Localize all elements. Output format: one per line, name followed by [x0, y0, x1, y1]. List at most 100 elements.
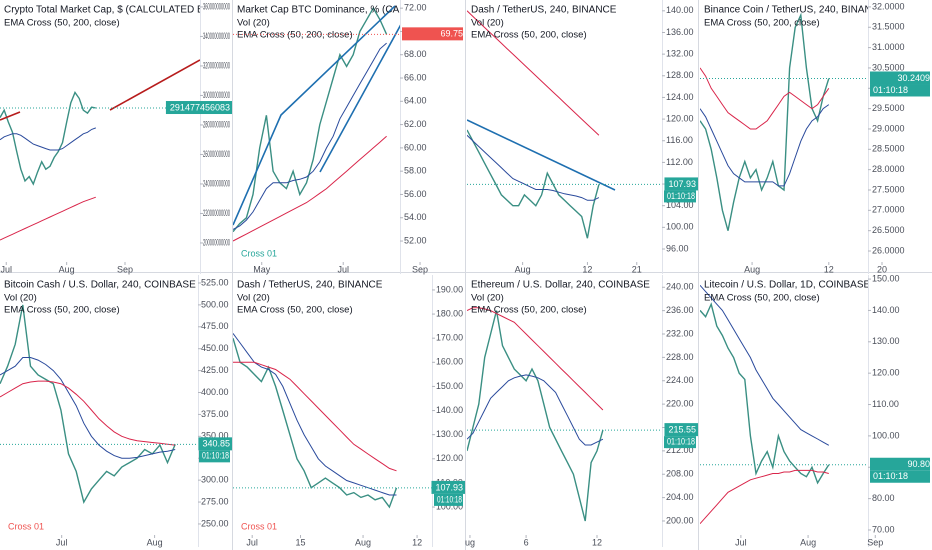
last-price-tag: [870, 71, 930, 85]
y-tick-label: 62.00: [404, 119, 427, 129]
y-tick-label: 375.00: [201, 409, 229, 419]
y-tick-label: 54.00: [404, 212, 427, 222]
y-tick-label: 200000000000: [203, 237, 230, 247]
y-tick-label: 31.5000: [872, 22, 905, 32]
indicator-legend: Vol (20): [237, 18, 270, 29]
x-tick-label: ug: [465, 537, 475, 547]
x-tick-label: Jul: [56, 537, 68, 547]
ema-line: [467, 307, 604, 411]
panel-title: Litecoin / U.S. Dollar, 1D, COINBASE: [704, 280, 871, 291]
ema-line: [700, 67, 830, 130]
countdown-tag: [664, 190, 696, 203]
last-price-label: 215.55: [668, 424, 696, 434]
y-tick-label: 26.5000: [872, 225, 905, 235]
last-price-label: 69.75: [440, 29, 463, 39]
indicator-legend: EMA Cross (50, 200, close): [471, 30, 587, 41]
y-tick-label: 27.5000: [872, 184, 905, 194]
y-tick-label: 170.00: [436, 333, 463, 343]
price-line: [0, 304, 176, 504]
y-tick-label: 120.00: [436, 453, 463, 463]
ema-line: [700, 469, 829, 525]
x-tick-label: Aug: [355, 537, 371, 547]
panel-title: Dash / TetherUS, 240, BINANCE: [237, 280, 383, 291]
x-tick-label: 6: [524, 537, 529, 547]
last-price-label: 107.93: [435, 482, 463, 492]
ema-line: [467, 374, 604, 446]
price-line: [0, 91, 96, 186]
ema-line: [700, 104, 830, 187]
countdown-tag: [870, 84, 930, 97]
last-price-tag: [165, 101, 232, 115]
y-tick-label: 66.00: [404, 72, 427, 82]
y-tick-label: 68.00: [404, 49, 427, 59]
y-tick-label: 500.00: [201, 299, 229, 309]
countdown-label: 01:10:18: [667, 191, 695, 201]
indicator-legend: Vol (20): [4, 293, 37, 304]
ema-line: [0, 380, 176, 446]
y-tick-label: 200.00: [666, 515, 694, 525]
last-price-tag: [198, 437, 232, 451]
y-tick-label: 32.0000: [872, 1, 905, 11]
indicator-legend: EMA Cross (50, 200, close): [237, 30, 353, 41]
y-tick-label: 70.00: [872, 524, 895, 534]
y-tick-label: 204.00: [666, 492, 694, 502]
x-tick-label: 20: [877, 264, 887, 274]
y-tick-label: 300000000000: [203, 90, 230, 100]
ema-line: [233, 361, 397, 472]
x-tick-label: May: [253, 264, 271, 274]
y-tick-label: 100.00: [436, 501, 463, 511]
countdown-label: 01:10:18: [202, 451, 229, 461]
y-tick-label: 236.00: [666, 305, 694, 315]
indicator-legend: Vol (20): [471, 293, 504, 304]
y-tick-label: 132.00: [666, 49, 694, 59]
y-tick-label: 400.00: [201, 387, 229, 397]
y-tick-label: 124.00: [666, 92, 694, 102]
y-tick-label: 240000000000: [203, 178, 230, 188]
annotation: Cross 01: [241, 248, 277, 258]
y-tick-label: 28.5000: [872, 144, 905, 154]
trend-line: [467, 119, 616, 191]
price-line: [467, 310, 604, 522]
y-tick-label: 120.00: [872, 368, 900, 378]
countdown-label: 01:10:18: [873, 471, 908, 481]
last-price-tag: [431, 480, 465, 494]
y-tick-label: 250.00: [201, 518, 229, 528]
y-tick-label: 240.00: [666, 282, 694, 292]
countdown-tag: [664, 436, 696, 449]
y-tick-label: 340000000000: [203, 31, 230, 41]
y-tick-label: 275.00: [201, 496, 229, 506]
y-tick-label: 130.00: [872, 336, 900, 346]
ema-line: [700, 284, 830, 446]
y-tick-label: 72.00: [404, 3, 427, 13]
y-tick-label: 58.00: [404, 166, 427, 176]
y-tick-label: 208.00: [666, 469, 694, 479]
indicator-legend: EMA Cross (50, 200, close): [237, 305, 353, 316]
y-tick-label: 228.00: [666, 352, 694, 362]
x-tick-label: 12: [412, 537, 422, 547]
y-tick-label: 60.00: [404, 142, 427, 152]
countdown-tag: [870, 470, 930, 483]
trend-line: [319, 24, 400, 173]
y-tick-label: 26.0000: [872, 245, 905, 255]
y-tick-label: 100.00: [666, 222, 694, 232]
y-tick-label: 425.00: [201, 365, 229, 375]
annotation: Cross 01: [241, 521, 277, 531]
y-tick-label: 136.00: [666, 27, 694, 37]
indicator-legend: EMA Cross (50, 200, close): [4, 305, 120, 316]
last-price-label: 291477456083: [170, 102, 230, 112]
annotation: Cross 01: [8, 521, 44, 531]
y-tick-label: 27.0000: [872, 205, 905, 215]
indicator-legend: EMA Cross (50, 200, close): [4, 18, 120, 29]
x-tick-label: Jul: [337, 264, 349, 274]
y-tick-label: 116.00: [666, 135, 693, 145]
y-tick-label: 475.00: [201, 321, 229, 331]
ema-line: [467, 134, 600, 201]
panel-title: Binance Coin / TetherUS, 240, BINANCE: [704, 5, 886, 16]
last-price-tag: [870, 457, 930, 471]
price-line: [233, 6, 388, 233]
trend-line: [233, 5, 396, 226]
y-tick-label: 150.00: [436, 381, 463, 391]
ema-line: [233, 42, 387, 230]
y-tick-label: 160.00: [436, 357, 463, 367]
indicator-legend: Vol (20): [471, 18, 504, 29]
